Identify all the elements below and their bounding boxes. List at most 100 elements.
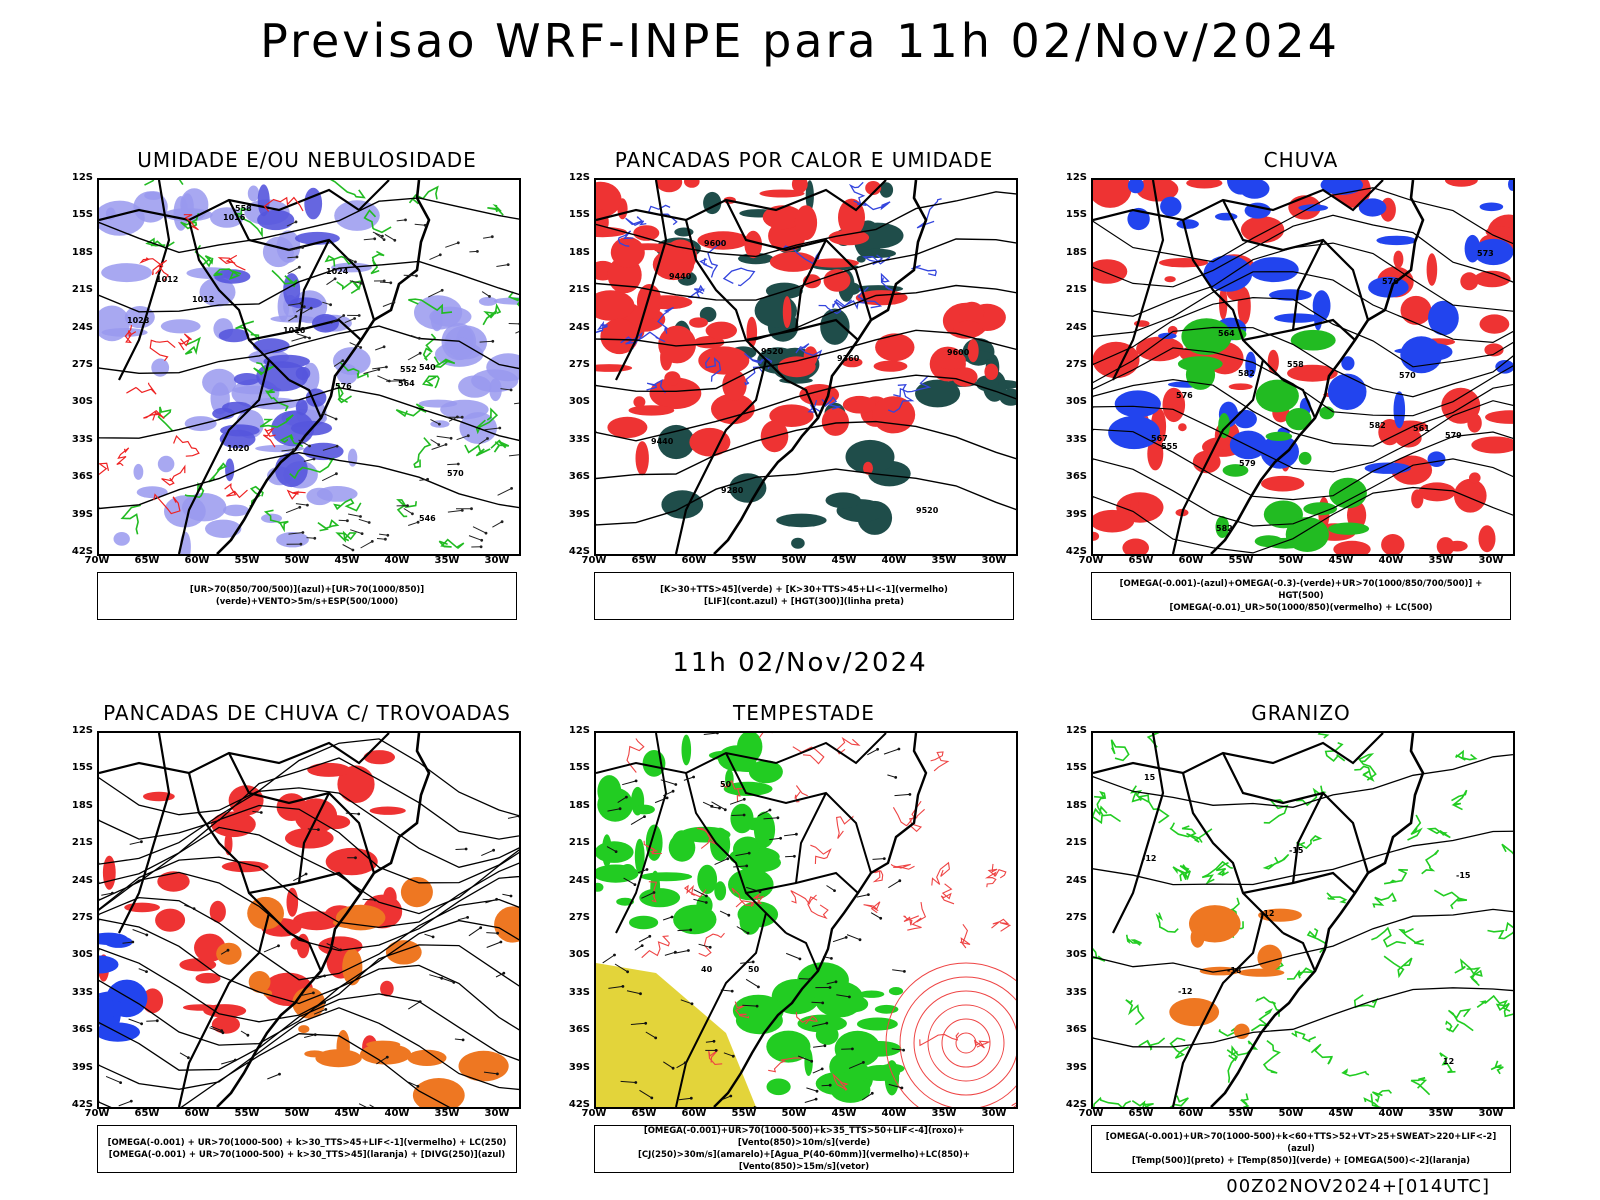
contour-label: 1028: [127, 316, 150, 325]
latitude-label: 42S: [1065, 1099, 1087, 1110]
longitude-label: 70W: [1078, 555, 1104, 566]
longitude-label: 60W: [681, 555, 707, 566]
legend-line: [CJ(250)>30m/s](amarelo)+[Agua_P(40-60mm…: [637, 1150, 971, 1172]
legend-line: [UR>70(850/700/500)](azul)+[UR>70(1000/8…: [189, 585, 425, 607]
latitude-label: 36S: [71, 471, 93, 483]
longitude-label: 60W: [1178, 1108, 1204, 1119]
contour-label: 540: [419, 363, 436, 372]
longitude-label: 70W: [1078, 1108, 1104, 1119]
latitude-label: 24S: [1065, 874, 1087, 886]
longitude-label: 50W: [284, 555, 310, 566]
longitude-label: 35W: [931, 555, 957, 566]
latitude-label: 27S: [568, 359, 590, 370]
longitude-label: 70W: [84, 1108, 110, 1119]
latitude-label: 36S: [568, 1024, 590, 1036]
contour-label: 582: [1216, 524, 1233, 533]
longitude-label: 70W: [581, 1108, 607, 1119]
contour-label: 50: [748, 965, 760, 974]
latitude-label: 33S: [1065, 433, 1087, 445]
latitude-label: 15S: [568, 762, 590, 774]
weather-map: 9600 9600 9520 9520 9440 9440 9360 9280: [594, 178, 1018, 556]
weather-map: -12 -12 -12 -15 -18 -15 12 15: [1091, 731, 1515, 1109]
latitude-label: 39S: [568, 1061, 590, 1073]
contour-label: 9280: [721, 486, 744, 495]
longitude-label: 30W: [484, 555, 510, 566]
latitude-label: 21S: [568, 837, 590, 849]
contour-label: 9520: [761, 347, 784, 356]
latitude-label: 33S: [1065, 986, 1087, 998]
latitude-label: 15S: [1065, 209, 1087, 221]
latitude-label: 12S: [1065, 725, 1087, 736]
panel-title: PANCADAS DE CHUVA C/ TROVOADAS: [103, 701, 511, 725]
latitude-label: 39S: [568, 508, 590, 520]
longitude-label: 30W: [981, 1108, 1007, 1119]
longitude-label: 60W: [681, 1108, 707, 1119]
longitude-label: 50W: [1278, 555, 1304, 566]
contour-label: -12: [1178, 987, 1192, 996]
longitude-label: 35W: [434, 1108, 460, 1119]
contour-label: 9600: [704, 239, 727, 248]
longitude-label: 50W: [1278, 1108, 1304, 1119]
longitude-label: 65W: [1128, 1108, 1154, 1119]
latitude-label: 36S: [1065, 471, 1087, 483]
latitude-label: 18S: [71, 799, 93, 811]
longitude-label: 40W: [881, 1108, 907, 1119]
latitude-label: 27S: [1065, 359, 1087, 370]
contour-label: 9520: [916, 506, 939, 515]
latitude-label: 12S: [1065, 172, 1087, 183]
contour-label: 1020: [227, 444, 250, 453]
latitude-label: 21S: [71, 837, 93, 849]
contour-label: 9360: [837, 354, 860, 363]
longitude-label: 60W: [184, 555, 210, 566]
latitude-label: 21S: [568, 284, 590, 296]
contour-label: -12: [1260, 909, 1274, 918]
latitude-label: 24S: [568, 874, 590, 886]
longitude-label: 50W: [284, 1108, 310, 1119]
panel-title: TEMPESTADE: [733, 701, 875, 725]
contour-label: 9600: [947, 348, 970, 357]
latitude-label: 24S: [71, 321, 93, 333]
longitude-label: 65W: [631, 555, 657, 566]
contour-label: 582: [1369, 421, 1386, 430]
longitude-label: 45W: [1328, 555, 1354, 566]
latitude-label: 30S: [71, 396, 93, 408]
legend-line: [K>30+TTS>45](verde) + [K>30+TTS>45+LI<-…: [660, 585, 948, 595]
longitude-label: 35W: [1428, 555, 1454, 566]
panel-legend: [OMEGA(-0.001)+UR>70(1000-500)+k<60+TTS>…: [1091, 1125, 1511, 1173]
longitude-label: 55W: [234, 555, 260, 566]
latitude-label: 18S: [1065, 799, 1087, 811]
panel-title: CHUVA: [1263, 148, 1339, 172]
contour-label: 570: [447, 469, 464, 478]
latitude-label: 15S: [1065, 762, 1087, 774]
longitude-label: 65W: [134, 1108, 160, 1119]
contour-label: 9440: [651, 437, 674, 446]
contour-label: 555: [1161, 442, 1178, 451]
latitude-label: 24S: [1065, 321, 1087, 333]
latitude-label: 39S: [1065, 508, 1087, 520]
latitude-label: 42S: [1065, 546, 1087, 557]
latitude-label: 18S: [568, 246, 590, 258]
latitude-label: 33S: [568, 986, 590, 998]
longitude-label: 40W: [1378, 555, 1404, 566]
latitude-label: 39S: [71, 1061, 93, 1073]
legend-line: [OMEGA(-0.001) + UR>70(1000-500) + k>30_…: [108, 1150, 506, 1160]
contour-label: 564: [398, 379, 415, 388]
latitude-label: 21S: [1065, 284, 1087, 296]
panel-title: PANCADAS POR CALOR E UMIDADE: [614, 148, 994, 172]
contour-label: 546: [419, 514, 436, 523]
contour-label: 561: [1413, 424, 1430, 433]
latitude-label: 30S: [568, 949, 590, 961]
weather-map: 50 50 40: [594, 731, 1018, 1109]
latitude-label: 24S: [71, 874, 93, 886]
map-plot: 582 582 582 579 579 576 576 573 570 567 564 561 558 5…: [1093, 180, 1513, 554]
panel-title: GRANIZO: [1251, 701, 1351, 725]
latitude-label: 30S: [71, 949, 93, 961]
contour-label: 9440: [669, 272, 692, 281]
longitude-label: 65W: [1128, 555, 1154, 566]
latitude-label: 42S: [71, 1099, 93, 1110]
longitude-label: 30W: [1478, 555, 1504, 566]
panel-legend: [OMEGA(-0.001)+UR>70(1000-500)+k>35_TTS>…: [594, 1125, 1014, 1173]
latitude-label: 21S: [71, 284, 93, 296]
contour-label: 567: [1151, 434, 1168, 443]
latitude-label: 36S: [568, 471, 590, 483]
